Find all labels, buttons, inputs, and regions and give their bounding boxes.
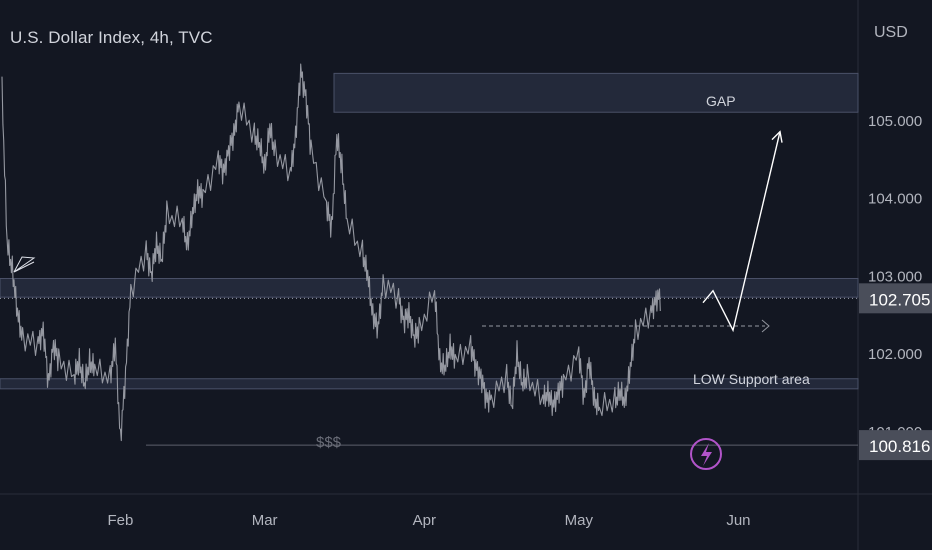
x-tick-label: Feb	[108, 512, 134, 529]
y-tick-label: 105.000	[868, 113, 922, 130]
y-tick-label: 104.000	[868, 191, 922, 208]
low-price-badge	[859, 430, 932, 461]
current-price-label: 102.705	[869, 290, 930, 309]
zone-low-support-area	[0, 378, 859, 390]
zone-label-support: LOW Support area	[693, 371, 810, 387]
zone-label-gap: GAP	[706, 93, 736, 109]
y-tick-label: 103.000	[868, 268, 922, 285]
price-series-line	[1, 63, 661, 442]
x-tick-label: Apr	[413, 512, 436, 529]
zone-gap	[333, 72, 859, 113]
chart-title: U.S. Dollar Index, 4h, TVC	[10, 28, 213, 47]
x-tick-label: May	[565, 512, 594, 529]
lightning-icon	[701, 443, 712, 466]
pattern-drawing	[13, 256, 36, 273]
price-axis-currency: USD	[874, 24, 908, 41]
low-price-label: 100.816	[869, 437, 930, 456]
target-dashed-arrowhead	[761, 319, 770, 333]
projection-arrow	[702, 131, 781, 333]
lightning-icon	[690, 438, 722, 470]
y-tick-label: 102.000	[868, 346, 922, 363]
projection-arrowhead	[771, 130, 783, 143]
annotation-liquidity: $$$	[316, 434, 342, 451]
x-tick-label: Mar	[252, 512, 278, 529]
current-price-badge	[859, 283, 932, 314]
x-tick-label: Jun	[726, 512, 750, 529]
